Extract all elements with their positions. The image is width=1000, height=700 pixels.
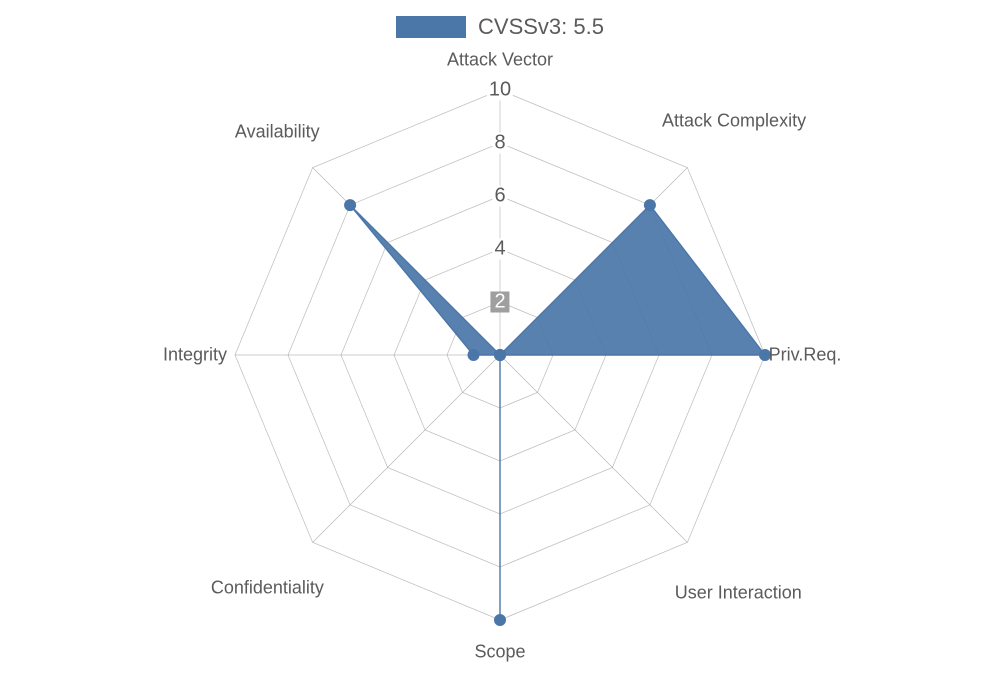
axis-label: Attack Complexity (662, 110, 806, 131)
tick-label: 2 (490, 292, 509, 313)
legend-swatch (396, 16, 466, 38)
axis-label: Confidentiality (211, 577, 324, 598)
axis-label: Attack Vector (447, 50, 553, 71)
tick-label: 4 (492, 239, 507, 260)
tick-label: 8 (492, 133, 507, 154)
tick-label: 6 (492, 186, 507, 207)
axis-label: Scope (474, 642, 525, 663)
radar-chart-container: { "chart": { "type": "radar", "legend": … (0, 0, 1000, 700)
axis-label: User Interaction (675, 583, 802, 604)
legend: CVSSv3: 5.5 (0, 14, 1000, 40)
axis-label: Availability (235, 122, 320, 143)
legend-label: CVSSv3: 5.5 (478, 14, 604, 40)
axis-label: Integrity (163, 345, 227, 366)
axis-label: Priv.Req. (769, 345, 842, 366)
tick-label: 10 (487, 80, 513, 101)
radar-chart-svg (0, 0, 1000, 700)
